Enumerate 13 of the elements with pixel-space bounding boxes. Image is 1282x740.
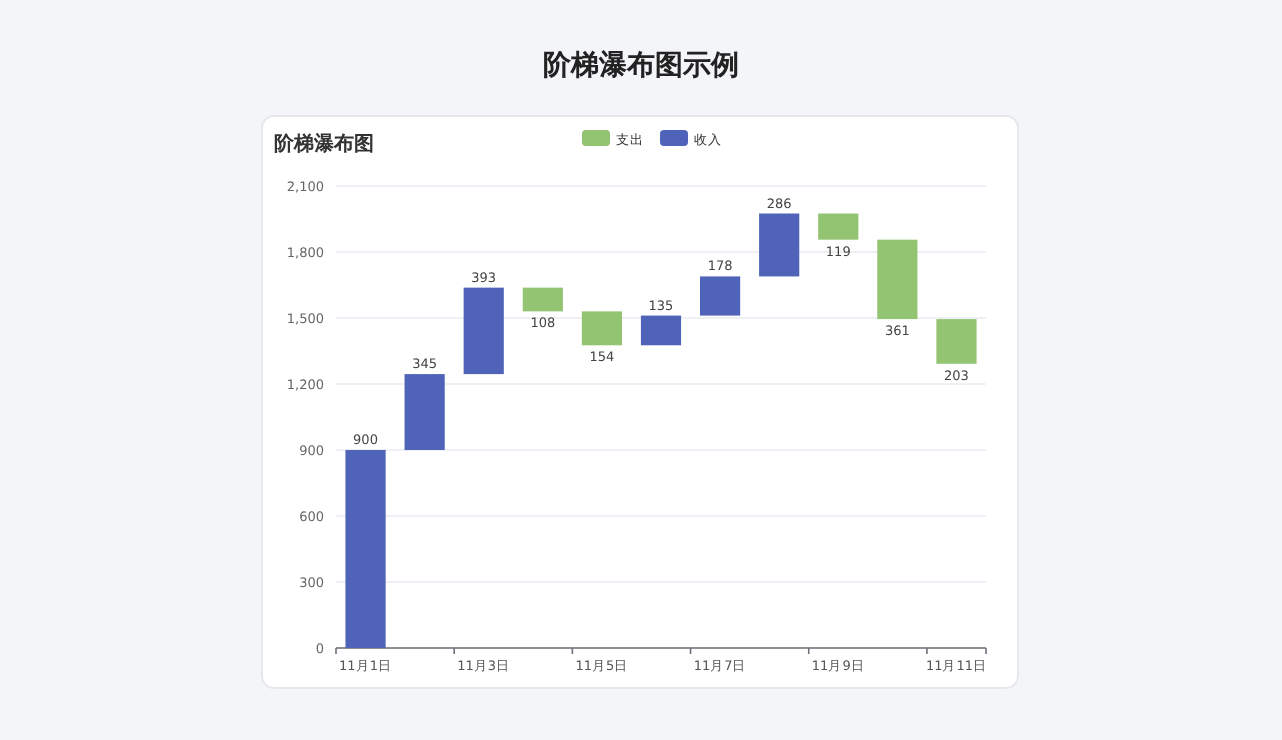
bar: [404, 374, 445, 450]
bar: [936, 319, 977, 364]
bar: [818, 213, 859, 240]
bar: [345, 450, 386, 648]
bar: [581, 311, 622, 346]
bar: [463, 287, 504, 375]
bar: [522, 287, 563, 312]
chart-subtitle: 阶梯瀑布图: [274, 132, 374, 156]
bar: [759, 213, 800, 277]
chart-title: 阶梯瀑布图示例: [543, 48, 739, 82]
bar: [700, 276, 741, 316]
bar: [640, 315, 682, 346]
bar: [877, 239, 918, 320]
